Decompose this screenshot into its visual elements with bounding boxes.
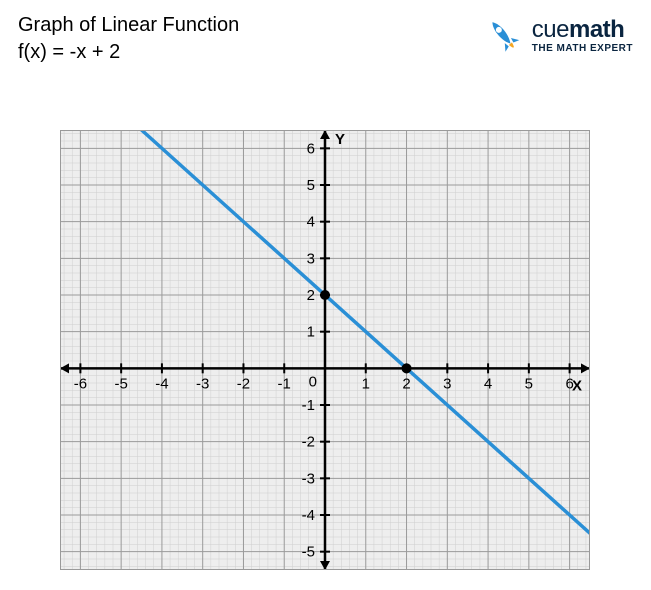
- y-tick-label: -4: [302, 507, 315, 524]
- logo-brand-bold: math: [569, 16, 624, 43]
- y-tick-label: 6: [307, 140, 315, 157]
- linear-function-chart: -6-5-4-3-2-1123456-5-4-3-2-11234560XY: [60, 130, 590, 570]
- logo-brand: cuemath: [532, 18, 633, 42]
- y-tick-label: 2: [307, 287, 315, 304]
- plot-point: [402, 363, 412, 373]
- y-axis-label: Y: [335, 131, 345, 148]
- title-block: Graph of Linear Function f(x) = -x + 2: [18, 12, 239, 66]
- origin-label: 0: [309, 373, 317, 390]
- x-axis-label: X: [572, 377, 582, 394]
- y-tick-label: 1: [307, 324, 315, 341]
- logo-tagline: THE MATH EXPERT: [532, 44, 633, 54]
- x-tick-label: -6: [74, 375, 87, 392]
- y-tick-label: -1: [302, 397, 315, 414]
- chart-container: -6-5-4-3-2-1123456-5-4-3-2-11234560XY: [60, 130, 590, 570]
- x-tick-label: -5: [114, 375, 127, 392]
- title-line2: f(x) = -x + 2: [18, 39, 239, 66]
- logo-text: cuemath THE MATH EXPERT: [532, 18, 633, 54]
- x-tick-label: 3: [443, 375, 451, 392]
- x-tick-label: -1: [278, 375, 291, 392]
- rocket-icon: [484, 16, 524, 56]
- x-tick-label: 2: [402, 375, 410, 392]
- logo: cuemath THE MATH EXPERT: [484, 16, 633, 56]
- y-tick-label: 3: [307, 250, 315, 267]
- x-tick-label: 4: [484, 375, 492, 392]
- y-tick-label: 4: [307, 214, 315, 231]
- y-tick-label: -2: [302, 434, 315, 451]
- logo-brand-prefix: cue: [532, 16, 569, 43]
- y-tick-label: -3: [302, 470, 315, 487]
- x-tick-label: -3: [196, 375, 209, 392]
- y-tick-label: -5: [302, 544, 315, 561]
- x-tick-label: -4: [155, 375, 168, 392]
- title-line1: Graph of Linear Function: [18, 12, 239, 39]
- plot-point: [320, 290, 330, 300]
- x-tick-label: -2: [237, 375, 250, 392]
- x-tick-label: 1: [362, 375, 370, 392]
- header: Graph of Linear Function f(x) = -x + 2 c…: [0, 0, 651, 66]
- x-tick-label: 5: [525, 375, 533, 392]
- y-tick-label: 5: [307, 177, 315, 194]
